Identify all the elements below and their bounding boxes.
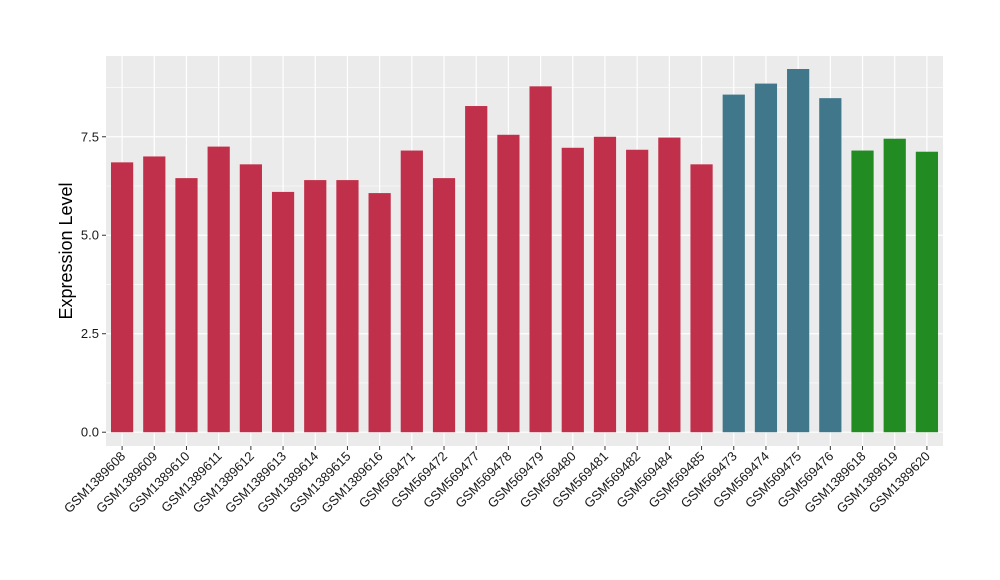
- bar-GSM569471: [400, 150, 423, 433]
- bar-GSM1389613: [271, 191, 295, 433]
- bar-GSM569474: [754, 83, 778, 433]
- bar-GSM1389614: [304, 180, 327, 433]
- y-tick-label: 7.5: [81, 129, 99, 144]
- bar-GSM569472: [432, 178, 456, 433]
- bar-GSM1389612: [239, 164, 262, 433]
- bar-GSM569485: [690, 164, 713, 433]
- bar-GSM569480: [561, 147, 584, 433]
- bar-GSM569477: [465, 106, 488, 433]
- bar-GSM1389620: [915, 151, 939, 433]
- bar-GSM569481: [593, 136, 617, 433]
- bar-GSM569479: [529, 86, 552, 433]
- y-tick-label: 0.0: [81, 425, 99, 440]
- bar-GSM1389611: [207, 146, 230, 433]
- y-tick-label: 5.0: [81, 228, 99, 243]
- bar-GSM569482: [626, 149, 649, 433]
- bar-GSM1389608: [110, 162, 134, 433]
- bar-GSM1389609: [143, 156, 166, 433]
- y-axis: 0.0 2.5 5.0 7.5: [81, 129, 106, 440]
- y-axis-title: Expression Level: [56, 182, 76, 319]
- bar-GSM569475: [787, 69, 810, 433]
- bar-GSM569476: [819, 98, 842, 433]
- x-axis: GSM1389608GSM1389609GSM1389610GSM1389611…: [61, 446, 933, 516]
- bar-GSM1389615: [336, 180, 359, 433]
- bar-GSM569484: [658, 137, 681, 433]
- bar-GSM1389619: [883, 138, 906, 433]
- bar-GSM1389610: [175, 178, 198, 433]
- plot-panel: [106, 56, 943, 446]
- bar-GSM1389616: [368, 193, 391, 433]
- bar-GSM569478: [497, 134, 520, 433]
- bar-layer: [110, 69, 939, 433]
- bar-GSM569473: [722, 94, 745, 433]
- y-tick-label: 2.5: [81, 326, 99, 341]
- bar-GSM1389618: [851, 150, 874, 433]
